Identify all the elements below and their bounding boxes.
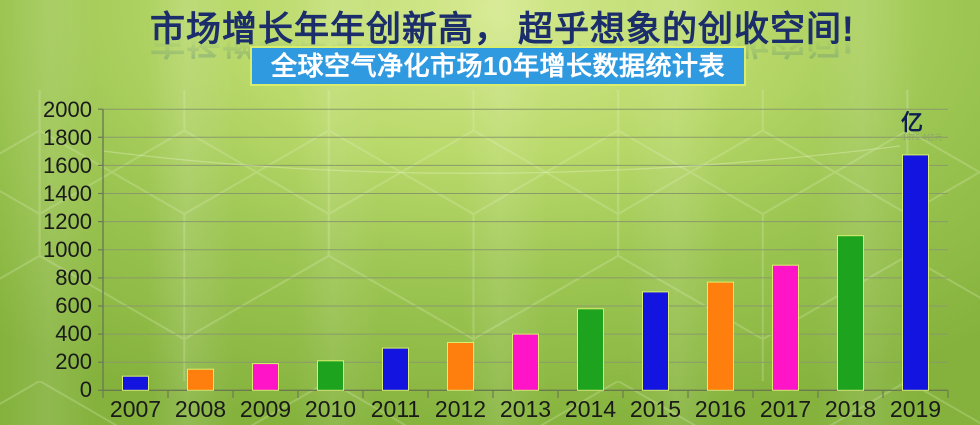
svg-text:1400: 1400 <box>43 181 92 206</box>
svg-text:200: 200 <box>55 349 92 374</box>
svg-text:2014: 2014 <box>565 396 616 422</box>
svg-text:2015: 2015 <box>630 396 681 422</box>
svg-text:2019: 2019 <box>890 396 941 422</box>
svg-text:2007: 2007 <box>110 396 161 422</box>
svg-text:2017: 2017 <box>760 396 811 422</box>
svg-text:0: 0 <box>80 377 92 402</box>
svg-text:2008: 2008 <box>175 396 226 422</box>
svg-text:2011: 2011 <box>371 396 420 422</box>
svg-text:2009: 2009 <box>240 396 291 422</box>
svg-text:2010: 2010 <box>305 396 356 422</box>
svg-text:400: 400 <box>55 321 92 346</box>
svg-text:2016: 2016 <box>695 396 746 422</box>
svg-text:1675.4亿元: 1675.4亿元 <box>902 132 942 142</box>
svg-text:800: 800 <box>55 265 92 290</box>
svg-text:2013: 2013 <box>500 396 551 422</box>
svg-text:600: 600 <box>55 293 92 318</box>
svg-text:1200: 1200 <box>43 209 92 234</box>
svg-text:2018: 2018 <box>825 396 876 422</box>
svg-text:1800: 1800 <box>43 125 92 150</box>
svg-text:2012: 2012 <box>435 396 486 422</box>
svg-text:2000: 2000 <box>43 97 92 122</box>
svg-text:1000: 1000 <box>43 237 92 262</box>
svg-text:1600: 1600 <box>43 153 92 178</box>
svg-text:亿: 亿 <box>901 110 923 135</box>
